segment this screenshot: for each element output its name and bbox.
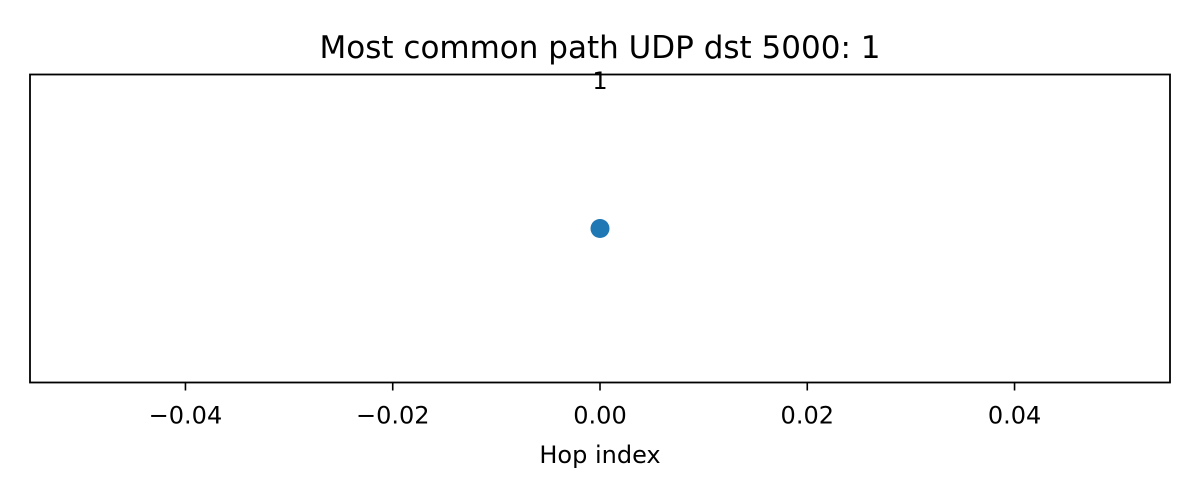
chart-title: Most common path UDP dst 5000: 1 (320, 30, 881, 66)
x-axis-label: Hop index (539, 441, 660, 469)
x-axis-ticks: −0.04 −0.02 0.00 0.02 0.04 (149, 382, 1041, 430)
x-tick-label: −0.02 (356, 402, 430, 430)
x-tick-label: 0.04 (988, 402, 1041, 430)
plot-area-frame (29, 73, 1171, 384)
x-tick-label: −0.04 (149, 402, 223, 430)
data-point-label: 1 (592, 67, 607, 95)
x-tick-label: 0.02 (781, 402, 834, 430)
data-point (590, 219, 610, 238)
x-tick-label: 0.00 (573, 402, 626, 430)
plot-marks: 1 (590, 67, 610, 238)
